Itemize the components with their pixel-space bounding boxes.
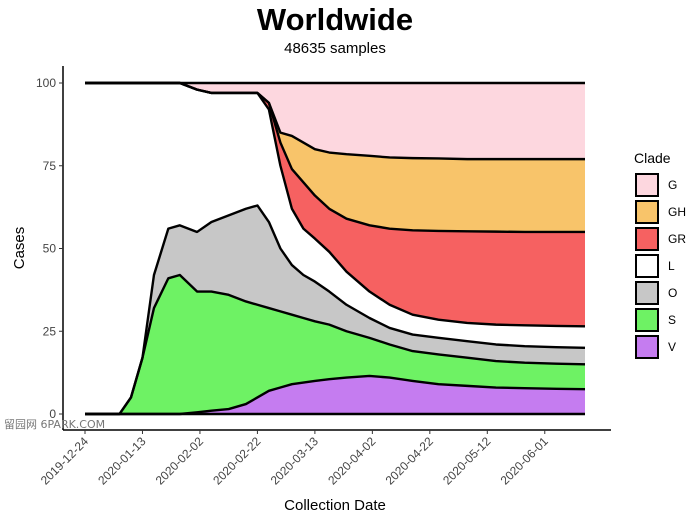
watermark: 留园网 6PARK.COM [4, 418, 105, 431]
area-s [85, 274, 585, 414]
x-tick-label: 2020-02-22 [210, 434, 264, 488]
legend-swatch-gh [635, 200, 659, 224]
legend-swatch-gr [635, 227, 659, 251]
y-tick-label: 0 [49, 407, 56, 421]
legend-label-s: S [668, 313, 676, 327]
y-tick-label: 100 [36, 76, 56, 90]
legend-label-gr: GR [668, 232, 686, 246]
area-gh [85, 83, 585, 232]
area-outlines [85, 81, 586, 416]
legend-swatch-g [635, 173, 659, 197]
legend-label-gh: GH [668, 205, 686, 219]
boundary-o [85, 204, 586, 416]
area-l [85, 83, 585, 414]
legend-label-o: O [668, 286, 677, 300]
x-tick-label: 2020-06-01 [498, 434, 552, 488]
legend-swatch-s [635, 308, 659, 332]
legend-title: Clade [634, 150, 671, 166]
legend-label-v: V [668, 340, 676, 354]
area-gr [85, 83, 585, 327]
x-tick-label: 2019-12-24 [38, 434, 92, 488]
boundary-s [85, 273, 586, 416]
legend-swatch-v [635, 335, 659, 359]
chart-title: Worldwide [257, 2, 413, 37]
watermark-text: 留园网 6PARK.COM [4, 418, 105, 431]
x-tick-label: 2020-02-02 [153, 434, 207, 488]
y-tick-label: 50 [43, 242, 57, 256]
y-axis-title: Cases [11, 227, 28, 270]
area-g [85, 83, 585, 160]
legend-label-g: G [668, 178, 677, 192]
x-axis-title: Collection Date [284, 497, 386, 514]
legend-label-l: L [668, 259, 675, 273]
legend-swatch-o [635, 281, 659, 305]
x-axis-ticks: 2019-12-24 2020-01-13 2020-02-02 2020-02-22… [38, 430, 551, 488]
y-axis-ticks: 0 25 50 75 100 [36, 76, 63, 421]
y-tick-label: 75 [43, 159, 57, 173]
x-tick-label: 2020-04-22 [383, 434, 437, 488]
y-tick-label: 25 [43, 324, 57, 338]
area-v [85, 375, 585, 414]
chart-subtitle: 48635 samples [284, 40, 386, 57]
x-tick-label: 2020-04-02 [325, 434, 379, 488]
area-o [85, 205, 585, 414]
stacked-areas [85, 83, 585, 414]
x-tick-label: 2020-01-13 [95, 434, 149, 488]
x-tick-label: 2020-05-12 [440, 434, 494, 488]
legend-swatch-l [635, 254, 659, 278]
x-tick-label: 2020-03-13 [268, 434, 322, 488]
